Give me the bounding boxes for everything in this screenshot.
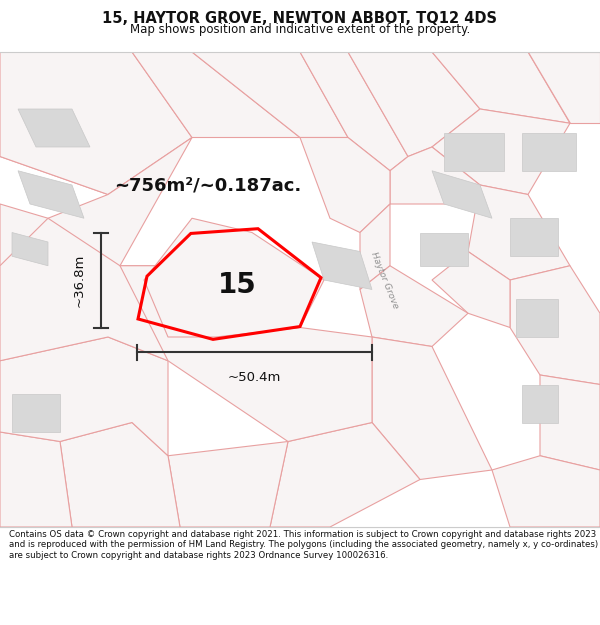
Polygon shape bbox=[510, 218, 558, 256]
Polygon shape bbox=[348, 52, 480, 156]
Text: 15, HAYTOR GROVE, NEWTON ABBOT, TQ12 4DS: 15, HAYTOR GROVE, NEWTON ABBOT, TQ12 4DS bbox=[103, 11, 497, 26]
Polygon shape bbox=[516, 299, 558, 337]
Polygon shape bbox=[468, 185, 570, 280]
Polygon shape bbox=[12, 232, 48, 266]
Polygon shape bbox=[372, 337, 492, 479]
Polygon shape bbox=[492, 456, 600, 527]
Polygon shape bbox=[144, 218, 324, 337]
Polygon shape bbox=[528, 52, 600, 123]
Polygon shape bbox=[300, 52, 408, 171]
Polygon shape bbox=[0, 337, 168, 456]
Polygon shape bbox=[18, 171, 84, 218]
Polygon shape bbox=[432, 52, 570, 123]
Polygon shape bbox=[540, 375, 600, 470]
Polygon shape bbox=[360, 204, 390, 289]
Polygon shape bbox=[120, 266, 372, 441]
Polygon shape bbox=[510, 266, 600, 384]
Text: Haytor Grove: Haytor Grove bbox=[368, 251, 400, 309]
Text: Contains OS data © Crown copyright and database right 2021. This information is : Contains OS data © Crown copyright and d… bbox=[9, 530, 598, 560]
Polygon shape bbox=[420, 232, 468, 266]
Polygon shape bbox=[360, 266, 468, 346]
Text: Map shows position and indicative extent of the property.: Map shows position and indicative extent… bbox=[130, 23, 470, 36]
Polygon shape bbox=[0, 218, 168, 361]
Polygon shape bbox=[12, 394, 60, 432]
Polygon shape bbox=[300, 138, 390, 232]
Polygon shape bbox=[192, 52, 348, 138]
Polygon shape bbox=[432, 171, 492, 218]
Polygon shape bbox=[390, 147, 480, 204]
Polygon shape bbox=[270, 422, 420, 527]
Polygon shape bbox=[432, 109, 570, 194]
Polygon shape bbox=[522, 132, 576, 171]
Polygon shape bbox=[432, 251, 510, 328]
Text: ~50.4m: ~50.4m bbox=[228, 371, 281, 384]
Text: ~36.8m: ~36.8m bbox=[73, 253, 86, 307]
Polygon shape bbox=[0, 52, 192, 194]
Polygon shape bbox=[168, 441, 288, 527]
Polygon shape bbox=[60, 422, 180, 527]
Polygon shape bbox=[18, 109, 90, 147]
Text: ~756m²/~0.187ac.: ~756m²/~0.187ac. bbox=[114, 176, 301, 194]
Polygon shape bbox=[444, 132, 504, 171]
Text: 15: 15 bbox=[218, 271, 256, 299]
Polygon shape bbox=[0, 432, 72, 527]
Polygon shape bbox=[522, 384, 558, 423]
Polygon shape bbox=[0, 52, 192, 194]
Polygon shape bbox=[0, 138, 192, 266]
Polygon shape bbox=[312, 242, 372, 289]
Polygon shape bbox=[132, 52, 300, 138]
